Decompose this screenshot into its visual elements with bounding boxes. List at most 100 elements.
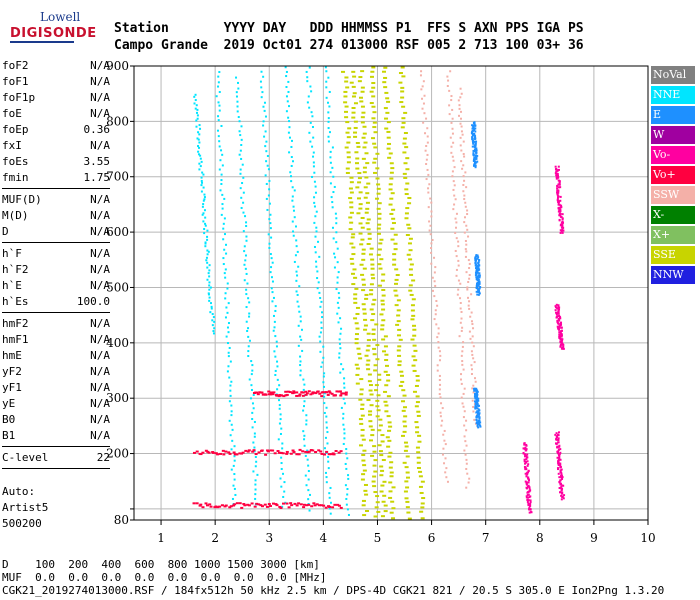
echo-point [327, 101, 330, 104]
echo-point [351, 233, 356, 236]
echo-point [230, 468, 233, 471]
echo-point [314, 185, 317, 188]
echo-point [303, 434, 306, 437]
echo-point [372, 126, 377, 129]
x-tick-label: 6 [428, 531, 436, 545]
param-row: fmin 1.75 [2, 170, 110, 186]
echo-point [558, 335, 561, 338]
echo-point [478, 282, 481, 285]
echo-point [328, 507, 331, 510]
echo-point [233, 473, 236, 476]
echo-point [342, 412, 345, 415]
echo-point [452, 159, 455, 162]
echo-point [473, 122, 476, 125]
echo-point [388, 466, 393, 469]
echo-point [297, 344, 300, 347]
echo-point [369, 102, 374, 105]
echo-point [559, 491, 562, 494]
echo-point [221, 153, 224, 156]
echo-point [402, 420, 407, 423]
station-header: Station YYYY DAY DDD HHMMSS P1 FFS S AXN… [114, 20, 584, 54]
echo-point [433, 295, 436, 298]
echo-point [527, 493, 530, 496]
echo-point [390, 238, 395, 241]
echo-point [227, 331, 230, 334]
echo-point [561, 217, 564, 220]
echo-point [528, 487, 531, 490]
param-name: h`Es [2, 295, 29, 308]
echo-point [377, 263, 382, 266]
echo-point [213, 320, 216, 323]
echo-point [460, 125, 463, 128]
echo-point [203, 193, 206, 196]
echo-point [326, 393, 330, 396]
echo-point [198, 504, 202, 507]
echo-point [282, 502, 286, 505]
echo-point [560, 329, 563, 332]
echo-point [244, 449, 248, 452]
echo-point [330, 196, 333, 199]
echo-point [475, 290, 478, 293]
echo-point [364, 293, 369, 296]
echo-point [346, 136, 351, 139]
echo-point [373, 131, 378, 134]
echo-point [366, 359, 371, 362]
echo-point [525, 468, 528, 471]
echo-point [295, 239, 298, 242]
echo-point [388, 496, 393, 499]
echo-point [373, 157, 378, 160]
echo-point [345, 452, 348, 455]
echo-point [360, 226, 365, 229]
echo-point [365, 363, 370, 366]
echo-point [554, 165, 557, 168]
echo-point [422, 121, 425, 124]
echo-point [266, 450, 270, 453]
echo-point [255, 391, 259, 394]
echo-point [556, 325, 559, 328]
echo-point [473, 150, 476, 153]
echo-point [281, 505, 284, 508]
echo-point [436, 304, 439, 307]
echo-point [289, 452, 293, 455]
echo-point [236, 81, 239, 84]
echo-point [476, 423, 479, 426]
echo-point [254, 483, 257, 486]
echo-point [265, 505, 269, 508]
echo-point [287, 116, 290, 119]
echo-point [360, 121, 365, 124]
echo-point [312, 155, 315, 158]
echo-point [422, 80, 425, 83]
echo-point [556, 436, 559, 439]
echo-point [468, 274, 471, 277]
echo-point [371, 313, 376, 316]
echo-point [365, 162, 370, 165]
echo-point [353, 135, 358, 138]
echo-point [402, 142, 407, 145]
echo-point [240, 196, 243, 199]
echo-point [464, 201, 467, 204]
echo-point [477, 397, 480, 400]
echo-point [474, 393, 477, 396]
echo-point [297, 324, 300, 327]
echo-point [354, 338, 359, 341]
echo-point [478, 274, 481, 277]
legend-item-w: W [651, 126, 695, 144]
echo-point [315, 210, 318, 213]
param-name: B1 [2, 429, 16, 442]
echo-point [274, 309, 277, 312]
echo-point [302, 430, 305, 433]
echo-point [360, 407, 365, 410]
echo-point [194, 99, 197, 102]
echo-point [478, 404, 481, 407]
param-row: h`Es 100.0 [2, 294, 110, 310]
echo-point [475, 255, 478, 258]
echo-point [401, 389, 406, 392]
echo-point [372, 464, 377, 467]
echo-point [384, 353, 389, 356]
echo-point [351, 253, 356, 256]
echo-point [293, 502, 297, 505]
echo-point [338, 390, 342, 393]
echo-point [375, 197, 380, 200]
echo-point [276, 450, 280, 453]
echo-point [472, 140, 475, 143]
